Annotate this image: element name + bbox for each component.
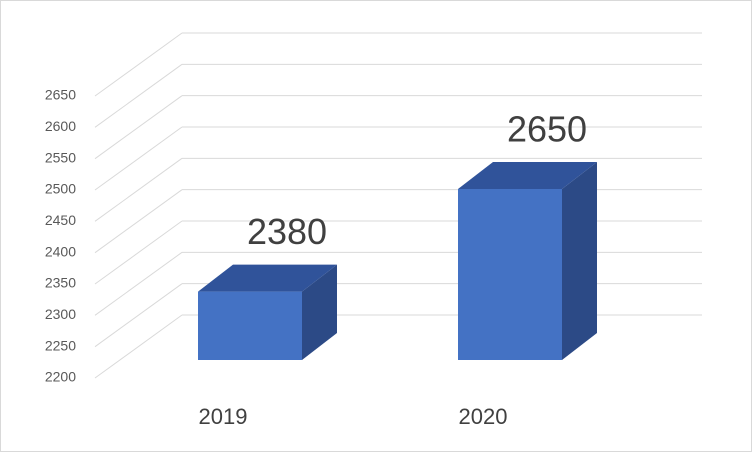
bar-side [562, 162, 597, 360]
y-tick-label: 2600 [45, 118, 76, 134]
grid-line [94, 32, 183, 97]
x-tick-label: 2020 [459, 404, 508, 429]
grid-line [94, 314, 183, 379]
y-tick-label: 2550 [45, 149, 76, 165]
y-tick-label: 2350 [45, 275, 76, 291]
bar-top [458, 162, 597, 189]
grid-line [94, 251, 183, 316]
y-tick-label: 2400 [45, 243, 76, 259]
y-tick-label: 2200 [45, 369, 76, 385]
x-tick-label: 2019 [199, 404, 248, 429]
bar [198, 291, 302, 360]
grid-line [94, 95, 183, 160]
grid-line [94, 283, 183, 348]
y-tick-label: 2650 [45, 87, 76, 103]
bar [458, 189, 562, 360]
y-tick-label: 2500 [45, 181, 76, 197]
grid-line [94, 63, 183, 128]
y-tick-label: 2300 [45, 306, 76, 322]
grid-line [94, 220, 183, 285]
grid-line [94, 157, 183, 222]
grid-line [94, 189, 183, 254]
y-tick-label: 2250 [45, 337, 76, 353]
data-label: 2650 [507, 109, 587, 150]
data-label: 2380 [247, 211, 327, 252]
bar-top [198, 264, 337, 292]
y-tick-label: 2450 [45, 212, 76, 228]
bar-side [302, 264, 337, 360]
grid-line [94, 126, 183, 191]
